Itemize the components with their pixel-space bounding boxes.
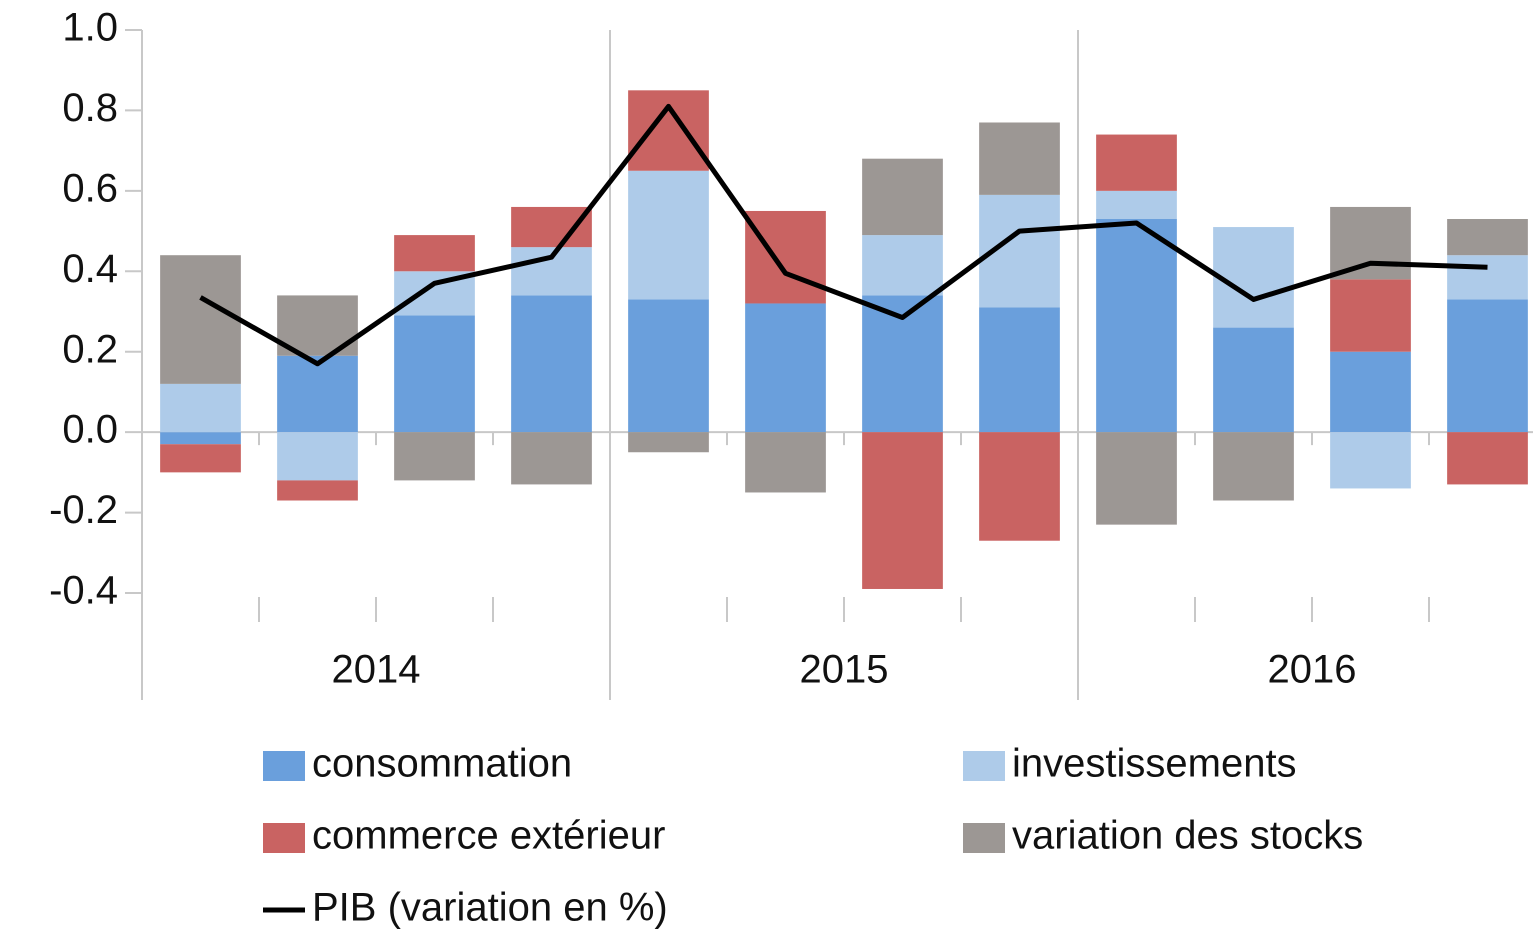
- bar-segment: [277, 432, 358, 481]
- bar-segment: [1213, 327, 1294, 433]
- bar-segment: [1330, 279, 1411, 352]
- bar-segment: [277, 480, 358, 501]
- y-tick-label: 0.4: [62, 247, 118, 291]
- bar-segment: [1096, 219, 1177, 433]
- bar-segment: [1096, 134, 1177, 191]
- bar-segment: [1447, 255, 1528, 300]
- bar-segment: [1447, 219, 1528, 256]
- legend-swatch: [963, 751, 1005, 781]
- legend-swatch: [263, 823, 305, 853]
- legend-label: investissements: [1012, 742, 1297, 786]
- y-tick-label: -0.2: [49, 488, 118, 532]
- y-tick-label: 0.6: [62, 166, 118, 210]
- bar-segment: [979, 122, 1060, 195]
- bar-segment: [862, 158, 943, 236]
- bar-segment: [1330, 206, 1411, 280]
- y-tick-label: 0.0: [62, 408, 118, 452]
- bar-segment: [1447, 432, 1528, 485]
- bar-segment: [979, 307, 1060, 433]
- bar-segment: [862, 432, 943, 589]
- bar-segment: [277, 355, 358, 433]
- bar-segment: [511, 295, 592, 433]
- legend-label: consommation: [312, 742, 572, 786]
- line-series: [199, 103, 1488, 367]
- bar-segment: [628, 432, 709, 453]
- bar-segment: [1213, 432, 1294, 501]
- y-tick-label: 1.0: [62, 6, 118, 50]
- group-label: 2015: [800, 648, 889, 692]
- bar-segment: [862, 235, 943, 296]
- bar-segment: [394, 432, 475, 481]
- legend-label: PIB (variation en %): [312, 886, 668, 930]
- bar-segment: [745, 210, 826, 304]
- bar-segment: [745, 432, 826, 493]
- bar-segment: [979, 432, 1060, 541]
- group-label: 2014: [332, 648, 421, 692]
- y-tick-label: -0.4: [49, 569, 118, 613]
- bar-segment: [1447, 299, 1528, 433]
- bar-segment: [394, 315, 475, 433]
- group-label: 2016: [1268, 648, 1357, 692]
- y-tick-label: 0.8: [62, 86, 118, 130]
- bar-segment: [628, 299, 709, 433]
- bar-segment: [745, 303, 826, 433]
- legend-swatch: [963, 823, 1005, 853]
- bar-segment: [628, 170, 709, 300]
- bar-segment: [511, 432, 592, 485]
- bar-segment: [1330, 432, 1411, 489]
- bar-segment: [160, 432, 241, 445]
- bar-segment: [394, 235, 475, 272]
- bar-segment: [160, 255, 241, 384]
- bar-segment: [511, 206, 592, 248]
- bar-segment: [160, 444, 241, 473]
- bar-segment: [1096, 190, 1177, 220]
- bar-segment: [1330, 351, 1411, 433]
- legend-label: commerce extérieur: [312, 814, 665, 858]
- y-tick-label: 0.2: [62, 327, 118, 371]
- bar-segment: [160, 383, 241, 433]
- bar-segment: [628, 90, 709, 171]
- bar-segment: [1096, 432, 1177, 525]
- bar-segment: [1213, 227, 1294, 328]
- legend-swatch: [263, 751, 305, 781]
- legend-label: variation des stocks: [1012, 814, 1363, 858]
